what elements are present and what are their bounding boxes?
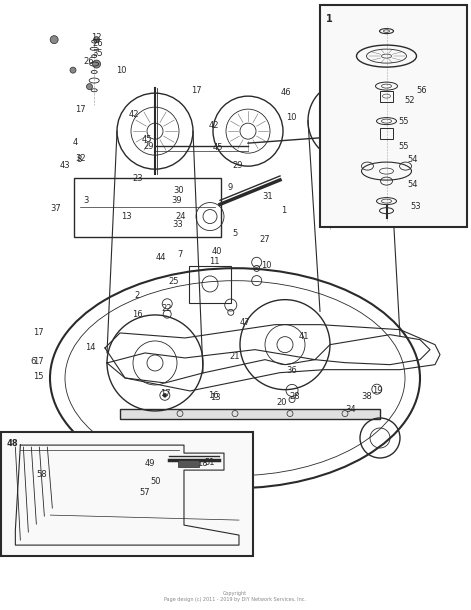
Text: 24: 24 [176,212,186,221]
Text: 38: 38 [361,392,372,401]
Text: 54: 54 [407,156,417,164]
Text: 17: 17 [161,389,171,398]
Text: 17: 17 [33,357,44,365]
Text: 26: 26 [83,57,94,65]
Text: 50: 50 [150,478,161,486]
Text: 10: 10 [116,66,127,74]
FancyBboxPatch shape [120,409,380,418]
Text: 1: 1 [326,14,333,24]
Text: 47: 47 [240,318,250,326]
Text: 33: 33 [173,220,183,229]
Text: 42: 42 [129,110,139,119]
Text: 56: 56 [416,86,427,95]
Circle shape [87,84,92,90]
FancyBboxPatch shape [320,5,467,227]
Text: 27: 27 [260,235,270,243]
Text: 36: 36 [287,367,297,375]
Text: 15: 15 [33,373,44,381]
Text: 37: 37 [50,204,61,213]
Text: 11: 11 [210,257,220,265]
Text: 17: 17 [33,328,44,337]
Circle shape [50,35,58,44]
Text: 17: 17 [192,86,202,95]
Text: 10: 10 [261,261,271,270]
Text: 16: 16 [132,310,143,318]
Text: 46: 46 [281,88,292,97]
Text: 1: 1 [281,206,286,215]
Text: 22: 22 [162,304,172,312]
Circle shape [94,37,99,43]
Text: 45: 45 [142,135,152,143]
Text: 41: 41 [299,332,309,341]
Text: 19: 19 [373,386,383,395]
Text: 13: 13 [121,212,131,221]
Text: 54: 54 [407,180,417,188]
Text: 29: 29 [143,142,154,151]
Text: 42: 42 [209,121,219,129]
Text: 4: 4 [73,138,78,146]
FancyBboxPatch shape [179,459,200,467]
Text: 29: 29 [232,162,243,170]
Circle shape [70,67,76,73]
Text: 14: 14 [85,343,96,352]
Text: 52: 52 [405,96,415,105]
Text: 55: 55 [399,118,409,126]
Circle shape [163,393,167,397]
Circle shape [201,462,204,465]
Text: 3: 3 [83,196,89,204]
Text: 53: 53 [410,202,421,210]
Text: 34: 34 [346,406,356,414]
Text: 49: 49 [145,459,155,468]
FancyBboxPatch shape [1,432,253,556]
Text: 30: 30 [174,186,184,195]
Text: 2: 2 [134,292,139,300]
Text: 51: 51 [204,458,215,467]
Text: 12: 12 [91,34,102,42]
Text: 9: 9 [227,184,233,192]
Text: 18: 18 [197,459,208,468]
Text: 35: 35 [93,49,103,58]
Text: 25: 25 [168,278,179,286]
Text: 39: 39 [171,196,181,204]
Text: 28: 28 [289,392,300,401]
Text: 23: 23 [132,174,143,182]
Text: 44: 44 [156,253,166,262]
Text: 40: 40 [211,247,222,256]
Circle shape [93,60,100,68]
Text: 43: 43 [60,162,70,170]
Text: 6: 6 [30,357,36,366]
Text: 8: 8 [76,156,82,164]
Text: 10: 10 [286,113,296,121]
Text: 13: 13 [211,393,221,402]
Text: 31: 31 [262,192,273,201]
Text: 57: 57 [140,489,150,497]
Text: 17: 17 [75,106,85,114]
Text: 5: 5 [232,229,237,237]
Text: 26: 26 [93,40,103,48]
Text: 55: 55 [399,142,409,151]
Text: Copyright
Page design (c) 2011 - 2019 by DIY Network Services, Inc.: Copyright Page design (c) 2011 - 2019 by… [164,591,306,602]
Text: 48: 48 [6,439,18,448]
Text: 20: 20 [276,398,287,407]
Text: 21: 21 [229,353,240,361]
Text: 16: 16 [209,391,219,400]
Text: 7: 7 [177,251,183,259]
Text: 58: 58 [36,470,47,479]
Text: 32: 32 [76,154,86,163]
Text: 45: 45 [212,143,223,152]
